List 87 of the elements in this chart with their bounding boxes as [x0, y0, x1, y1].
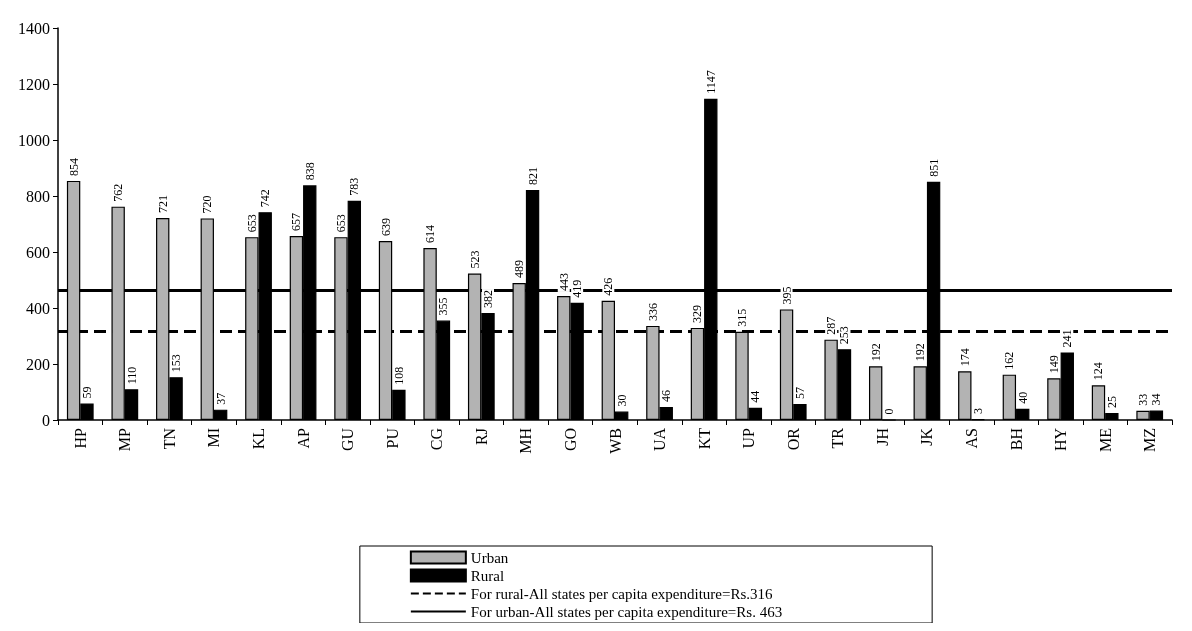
data-label: 639: [378, 218, 393, 237]
data-label: 653: [244, 214, 259, 233]
data-label: 443: [556, 272, 571, 291]
x-tick-label: MP: [116, 427, 134, 452]
x-tick-label: GO: [561, 428, 579, 452]
legend-label: For rural-All states per capita expenditure=Rs.316: [470, 585, 774, 602]
x-tick-label: KL: [250, 428, 268, 450]
data-label: 33: [1136, 393, 1151, 406]
data-label: 287: [824, 316, 839, 335]
data-label: 355: [436, 297, 451, 316]
data-label: 783: [347, 177, 362, 196]
x-tick-label: KT: [695, 427, 713, 450]
x-tick-label: MI: [205, 428, 223, 448]
data-label: 34: [1149, 393, 1164, 406]
y-tick-label: 1000: [18, 131, 50, 149]
data-label: 854: [66, 157, 81, 176]
data-label: 40: [1015, 391, 1030, 404]
data-label: 382: [481, 290, 495, 309]
data-label: 419: [570, 279, 585, 298]
data-label: 720: [200, 195, 215, 214]
x-tick-label: BH: [1007, 427, 1025, 451]
y-tick-label: 0: [42, 411, 50, 429]
x-tick-label: JK: [918, 427, 936, 446]
x-tick-label: JH: [873, 427, 891, 446]
legend-label: Urban: [470, 549, 509, 566]
data-label: 851: [926, 158, 941, 177]
data-label: 742: [258, 189, 273, 208]
data-label: 57: [792, 387, 807, 400]
x-tick-label: TR: [829, 427, 847, 449]
x-tick-label: CG: [428, 427, 446, 451]
data-label: 44: [748, 390, 763, 403]
x-tick-label: RJ: [472, 428, 490, 445]
x-tick-label: AP: [294, 427, 312, 449]
data-label: 0: [882, 408, 897, 415]
data-label: 192: [868, 343, 883, 362]
data-label: 336: [645, 302, 660, 321]
y-tick-label: 200: [26, 355, 50, 373]
data-label: 110: [124, 366, 139, 385]
x-tick-label: MH: [517, 427, 535, 454]
legend-label: Rural: [470, 567, 505, 584]
data-label: 124: [1091, 362, 1106, 381]
data-label: 1147: [703, 70, 718, 94]
y-tick-label: 1200: [18, 75, 50, 93]
data-label: 37: [213, 392, 228, 405]
x-tick-label: MZ: [1141, 428, 1159, 452]
x-tick-label: UP: [740, 427, 758, 449]
legend-label: For urban-All states per capita expenditure=Rs. 463: [470, 603, 783, 620]
x-tick-label: ME: [1096, 428, 1114, 452]
data-label: 25: [1104, 396, 1119, 408]
data-label: 821: [525, 167, 540, 186]
data-label: 59: [79, 386, 94, 399]
x-tick-label: AS: [962, 428, 980, 449]
y-tick-label: 1400: [18, 19, 50, 37]
x-tick-label: PU: [383, 427, 401, 449]
data-label: 174: [957, 348, 972, 367]
y-tick-label: 600: [26, 243, 50, 261]
data-label: 315: [735, 308, 749, 327]
data-label: 395: [779, 286, 794, 305]
data-label: 489: [512, 260, 527, 279]
x-tick-label: UA: [651, 427, 669, 452]
data-label: 46: [659, 390, 674, 403]
x-tick-label: OR: [784, 427, 802, 451]
data-label: 108: [391, 366, 406, 385]
data-label: 162: [1002, 351, 1017, 370]
data-label: 329: [690, 304, 705, 323]
data-label: 426: [601, 277, 616, 296]
data-label: 241: [1060, 329, 1075, 348]
data-label: 614: [423, 225, 438, 244]
data-label: 3: [971, 407, 986, 414]
x-tick-label: HY: [1052, 427, 1070, 452]
x-tick-label: WB: [606, 428, 624, 454]
data-label: 149: [1046, 355, 1061, 374]
y-tick-label: 800: [26, 187, 50, 205]
data-label: 523: [467, 250, 482, 269]
x-tick-label: TN: [160, 427, 178, 450]
data-label: 653: [333, 214, 348, 233]
data-label: 762: [111, 183, 126, 202]
data-label: 153: [169, 354, 184, 373]
data-label: 30: [614, 394, 629, 407]
data-label: 253: [837, 326, 852, 345]
data-label: 192: [913, 343, 928, 362]
x-tick-label: HP: [71, 427, 89, 449]
x-tick-label: GU: [339, 427, 357, 452]
y-tick-label: 400: [26, 299, 50, 317]
data-label: 657: [289, 213, 304, 232]
data-label: 838: [302, 162, 317, 181]
data-label: 721: [155, 195, 170, 214]
